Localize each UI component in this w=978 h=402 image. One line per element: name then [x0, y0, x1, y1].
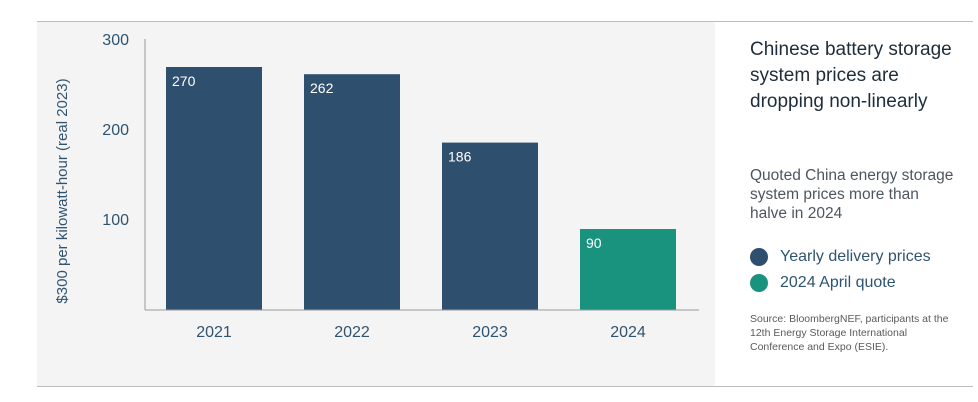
chart-title: Chinese battery storage system prices ar…: [750, 39, 952, 112]
bar-2022: [304, 74, 400, 310]
y-axis-label: $300 per kilowatt-hour (real 2023): [54, 78, 71, 303]
bar-2023: [442, 142, 538, 310]
bar-value-label: 270: [172, 73, 196, 89]
legend-item-april-quote: 2024 April quote: [750, 274, 896, 292]
sidebar-panel: [715, 21, 973, 387]
chart-subtitle: Quoted China energy storage system price…: [750, 167, 954, 222]
x-tick-label: 2022: [334, 324, 370, 341]
x-tick-label: 2024: [610, 324, 646, 341]
bar-value-label: 90: [586, 235, 602, 251]
bar-2021: [166, 67, 262, 310]
bar-2024: [580, 229, 676, 310]
legend-swatch: [750, 248, 768, 266]
y-tick-label: 200: [102, 122, 129, 139]
legend-swatch: [750, 274, 768, 292]
x-tick-label: 2021: [196, 324, 232, 341]
y-tick-label: 100: [102, 212, 129, 229]
bar-chart: $300 per kilowatt-hour (real 2023) 100 20…: [54, 32, 699, 341]
y-tick-label: 300: [102, 32, 129, 49]
x-tick-label: 2023: [472, 324, 508, 341]
legend-label: 2024 April quote: [780, 274, 896, 291]
source-note: Source: BloombergNEF, participants at th…: [750, 313, 949, 353]
bar-value-label: 186: [448, 149, 472, 165]
legend-label: Yearly delivery prices: [780, 248, 931, 265]
bar-value-label: 262: [310, 80, 334, 96]
legend-item-yearly: Yearly delivery prices: [750, 248, 931, 266]
